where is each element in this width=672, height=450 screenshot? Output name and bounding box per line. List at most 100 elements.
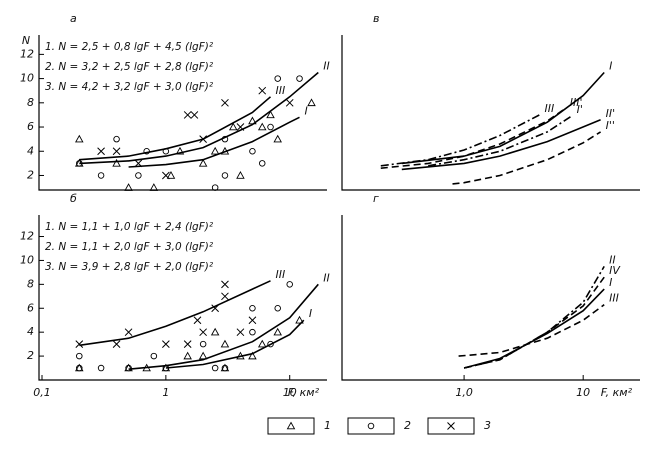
data-point [211, 184, 219, 191]
panel-letter: б [70, 192, 77, 205]
data-point [183, 351, 192, 360]
curve-label: II [323, 60, 330, 73]
data-point [286, 281, 293, 288]
data-point [221, 280, 229, 289]
data-point [236, 328, 245, 337]
data-point [220, 339, 230, 348]
formula: 2. N = 3,2 + 2,5 lgF + 2,8 (lgF)² [45, 61, 214, 73]
legend-box [267, 417, 315, 435]
curve [458, 304, 605, 357]
x-axis-label: F, км² [288, 386, 320, 399]
data-point [221, 292, 229, 301]
x-tick-label: 0,1 [33, 386, 51, 399]
data-point [175, 146, 185, 155]
panel-letter: г [373, 192, 379, 205]
data-point [274, 75, 281, 82]
data-point [166, 171, 176, 179]
data-point [199, 328, 207, 337]
data-point [295, 315, 304, 324]
axes [341, 215, 640, 381]
data-point [266, 110, 275, 119]
curve [165, 319, 305, 369]
y-axis-label: N [22, 34, 30, 47]
data-point [124, 328, 133, 337]
x-tick-label: 1,0 [455, 386, 473, 399]
data-point [257, 339, 267, 348]
data-point [183, 111, 192, 119]
data-point [183, 340, 192, 348]
curve [380, 108, 566, 169]
legend-symbol [367, 422, 375, 430]
curve [401, 119, 601, 171]
data-point [112, 147, 121, 156]
data-point [190, 111, 199, 119]
curve [128, 283, 319, 370]
data-point [258, 160, 266, 167]
data-point [75, 340, 84, 348]
curve-label: III [545, 102, 555, 115]
y-tick-label: 2 [27, 349, 34, 362]
y-tick-label: 12 [20, 47, 34, 60]
data-point [249, 305, 256, 312]
data-point [296, 75, 303, 82]
legend-box [347, 417, 395, 435]
panel-letter: в [373, 12, 379, 25]
formula: 3. N = 3,9 + 2,8 lgF + 2,0 (lgF)² [45, 261, 214, 273]
data-point [211, 364, 219, 372]
curve-label: II [609, 253, 616, 266]
data-point [248, 351, 257, 360]
data-point [274, 305, 281, 312]
curve-label: II' [606, 107, 616, 120]
y-tick-label: 12 [20, 230, 34, 243]
data-point [199, 340, 207, 348]
curve-label: IV [609, 264, 621, 277]
x-axis-label: F, км² [601, 386, 633, 399]
data-point [125, 364, 132, 372]
y-tick-label: 4 [27, 325, 34, 338]
data-point [193, 316, 202, 325]
legend-label: 2 [404, 419, 411, 432]
legend-symbol [286, 421, 296, 430]
axes [341, 35, 640, 191]
y-tick-label: 2 [27, 168, 34, 181]
data-point [162, 171, 170, 180]
legend-box [427, 417, 475, 435]
data-point [150, 352, 158, 360]
axes [38, 35, 327, 191]
data-point [285, 98, 294, 107]
curve-label: II [323, 271, 330, 284]
data-point [162, 340, 170, 348]
curve-label: I [609, 276, 612, 289]
data-point [210, 146, 220, 155]
formula: 3. N = 4,2 + 3,2 lgF + 3,0 (lgF)² [45, 81, 214, 93]
data-point [113, 135, 120, 143]
legend-label: 3 [484, 419, 491, 432]
curve [128, 116, 300, 168]
data-point [257, 122, 267, 131]
data-point [76, 364, 83, 372]
curve-label: III [276, 84, 286, 97]
formula: 2. N = 1,1 + 2,0 lgF + 3,0 (lgF)² [45, 241, 214, 253]
data-point [258, 86, 267, 95]
legend-symbol [447, 422, 455, 430]
y-tick-label: 10 [20, 253, 34, 266]
curve [79, 280, 271, 347]
x-tick-label: 10 [283, 386, 297, 399]
y-tick-label: 8 [27, 96, 34, 109]
data-point [249, 328, 256, 336]
legend-label: 1 [324, 419, 331, 432]
data-point [273, 134, 282, 143]
curve-label: I [309, 307, 312, 320]
curve-label: III [276, 268, 286, 281]
data-point [307, 98, 316, 107]
data-point [221, 364, 229, 372]
data-point [267, 123, 274, 131]
axes [38, 215, 327, 381]
data-point [221, 172, 229, 179]
panel-letter: а [70, 12, 77, 25]
curve [380, 114, 540, 167]
data-point [228, 122, 238, 131]
data-point [249, 147, 256, 155]
data-point [221, 98, 229, 107]
